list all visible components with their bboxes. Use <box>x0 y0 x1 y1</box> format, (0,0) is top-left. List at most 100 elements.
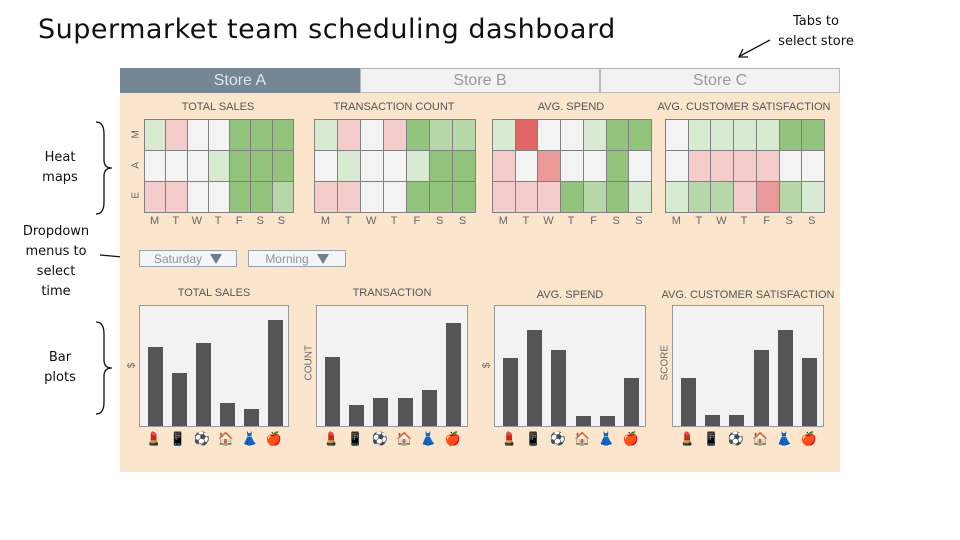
heatmap-cell[interactable] <box>802 151 824 181</box>
heatmap-cell[interactable] <box>187 182 208 212</box>
heatmap-cell[interactable] <box>688 182 711 212</box>
heatmap-cell[interactable] <box>606 120 629 150</box>
shift-dropdown[interactable]: Morning <box>248 250 346 267</box>
heatmap-cell[interactable] <box>166 182 187 212</box>
tab-store-b[interactable]: Store B <box>360 68 600 93</box>
heatmap-cell[interactable] <box>315 151 337 181</box>
bar[interactable] <box>680 378 696 426</box>
heatmap-cell[interactable] <box>538 120 561 150</box>
bar[interactable] <box>624 378 640 426</box>
heatmap-cell[interactable] <box>538 182 561 212</box>
heatmap-cell[interactable] <box>493 182 515 212</box>
heatmap-cell[interactable] <box>272 120 293 150</box>
heatmap-cell[interactable] <box>187 151 208 181</box>
heatmap-cell[interactable] <box>407 151 429 181</box>
heatmap-cell[interactable] <box>666 182 688 212</box>
bar[interactable] <box>219 402 235 426</box>
heatmap-cell[interactable] <box>407 120 429 150</box>
heatmap-cell[interactable] <box>430 182 452 212</box>
heatmap-cell[interactable] <box>515 151 538 181</box>
heatmap-cell[interactable] <box>629 182 651 212</box>
heatmap-cell[interactable] <box>756 182 779 212</box>
heatmap-cell[interactable] <box>166 120 187 150</box>
heatmap-cell[interactable] <box>606 182 629 212</box>
heatmap-cell[interactable] <box>493 151 515 181</box>
bar[interactable] <box>397 398 413 426</box>
heatmap-cell[interactable] <box>629 120 651 150</box>
heatmap-cell[interactable] <box>711 151 734 181</box>
heatmap-cell[interactable] <box>208 120 230 150</box>
heatmap-cell[interactable] <box>384 182 406 212</box>
heatmap-cell[interactable] <box>453 151 475 181</box>
bar[interactable] <box>195 343 211 426</box>
heatmap-cell[interactable] <box>493 120 515 150</box>
heatmap-cell[interactable] <box>779 151 802 181</box>
heatmap-cell[interactable] <box>779 120 802 150</box>
tab-store-c[interactable]: Store C <box>600 68 840 93</box>
bar[interactable] <box>705 415 720 426</box>
bar[interactable] <box>267 320 283 426</box>
bar[interactable] <box>575 416 591 426</box>
heatmap-cell[interactable] <box>166 151 187 181</box>
heatmap-cell[interactable] <box>515 120 538 150</box>
heatmap-cell[interactable] <box>315 120 337 150</box>
heatmap-cell[interactable] <box>145 182 166 212</box>
heatmap-cell[interactable] <box>666 120 688 150</box>
heatmap-cell[interactable] <box>688 151 711 181</box>
bar[interactable] <box>446 323 462 426</box>
heatmap-cell[interactable] <box>338 120 360 150</box>
bar[interactable] <box>324 357 340 426</box>
heatmap-cell[interactable] <box>756 151 779 181</box>
heatmap-cell[interactable] <box>272 182 293 212</box>
bar[interactable] <box>778 329 793 426</box>
bar[interactable] <box>171 373 187 426</box>
heatmap-cell[interactable] <box>208 151 230 181</box>
heatmap-cell[interactable] <box>711 182 734 212</box>
bar[interactable] <box>551 349 567 426</box>
bar[interactable] <box>422 389 437 426</box>
heatmap-cell[interactable] <box>384 151 406 181</box>
heatmap-cell[interactable] <box>666 151 688 181</box>
heatmap-cell[interactable] <box>430 120 452 150</box>
heatmap-cell[interactable] <box>779 182 802 212</box>
heatmap-cell[interactable] <box>338 151 360 181</box>
heatmap-cell[interactable] <box>384 120 406 150</box>
heatmap-cell[interactable] <box>802 182 824 212</box>
heatmap-cell[interactable] <box>629 151 651 181</box>
heatmap-cell[interactable] <box>230 151 251 181</box>
bar[interactable] <box>527 329 542 426</box>
bar[interactable] <box>349 404 364 426</box>
heatmap-cell[interactable] <box>583 182 606 212</box>
heatmap-cell[interactable] <box>361 120 383 150</box>
bar[interactable] <box>802 358 818 426</box>
bar[interactable] <box>600 416 615 426</box>
day-dropdown[interactable]: Saturday <box>139 250 237 267</box>
bar[interactable] <box>753 349 769 426</box>
heatmap-cell[interactable] <box>515 182 538 212</box>
heatmap-cell[interactable] <box>145 151 166 181</box>
heatmap-cell[interactable] <box>734 182 756 212</box>
heatmap-cell[interactable] <box>272 151 293 181</box>
heatmap-cell[interactable] <box>187 120 208 150</box>
heatmap-cell[interactable] <box>756 120 779 150</box>
heatmap-cell[interactable] <box>407 182 429 212</box>
heatmap-cell[interactable] <box>583 120 606 150</box>
heatmap-cell[interactable] <box>251 151 272 181</box>
heatmap-cell[interactable] <box>230 182 251 212</box>
heatmap-cell[interactable] <box>711 120 734 150</box>
heatmap-cell[interactable] <box>688 120 711 150</box>
heatmap-cell[interactable] <box>230 120 251 150</box>
heatmap-cell[interactable] <box>734 120 756 150</box>
heatmap-cell[interactable] <box>251 182 272 212</box>
heatmap-cell[interactable] <box>361 151 383 181</box>
bar[interactable] <box>502 358 518 426</box>
bar[interactable] <box>147 346 163 426</box>
heatmap-cell[interactable] <box>538 151 561 181</box>
heatmap-cell[interactable] <box>734 151 756 181</box>
heatmap-cell[interactable] <box>606 151 629 181</box>
heatmap-cell[interactable] <box>583 151 606 181</box>
heatmap-cell[interactable] <box>561 182 583 212</box>
heatmap-cell[interactable] <box>561 151 583 181</box>
heatmap-cell[interactable] <box>315 182 337 212</box>
heatmap-cell[interactable] <box>208 182 230 212</box>
